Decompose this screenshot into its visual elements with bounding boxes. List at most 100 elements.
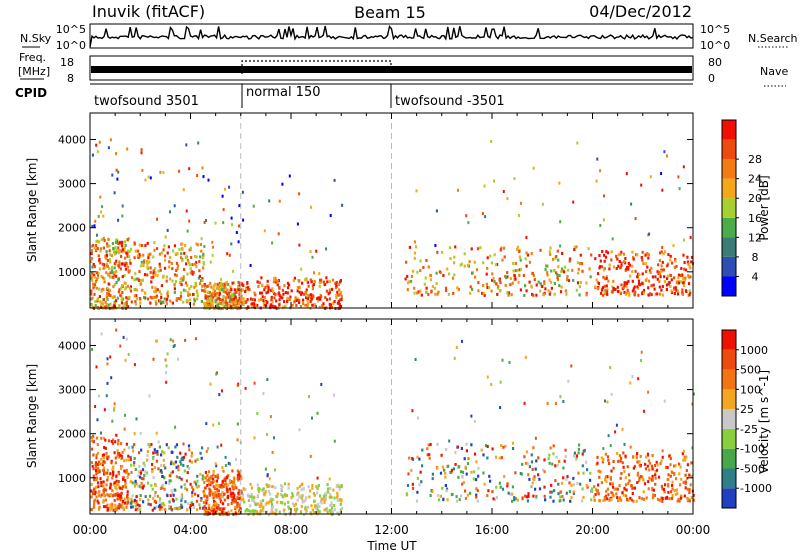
power-point bbox=[533, 278, 536, 282]
velocity-point bbox=[155, 505, 158, 509]
power-point bbox=[646, 265, 649, 269]
velocity-point bbox=[309, 454, 312, 458]
velocity-point bbox=[668, 497, 671, 501]
velocity-point bbox=[122, 476, 125, 480]
velocity-point bbox=[138, 484, 141, 488]
velocity-point bbox=[174, 445, 177, 449]
velocity-point bbox=[476, 489, 479, 493]
velocity-point bbox=[638, 496, 641, 500]
power-point bbox=[173, 283, 176, 287]
power-point bbox=[511, 281, 514, 285]
power-point bbox=[675, 281, 678, 285]
power-point bbox=[220, 282, 223, 286]
velocity-point bbox=[521, 496, 524, 500]
velocity-point bbox=[217, 506, 220, 510]
power-point bbox=[318, 284, 321, 288]
velocity-point bbox=[477, 466, 480, 470]
power-point bbox=[563, 270, 566, 274]
power-point bbox=[109, 294, 112, 298]
power-point bbox=[661, 188, 664, 192]
power-point bbox=[188, 287, 191, 291]
power-point bbox=[125, 300, 128, 304]
velocity-point bbox=[622, 465, 625, 469]
power-point bbox=[121, 275, 124, 279]
power-point bbox=[92, 282, 95, 286]
power-ytick-label: 3000 bbox=[58, 178, 86, 191]
power-point bbox=[190, 270, 194, 274]
velocity-point bbox=[416, 455, 419, 459]
power-point bbox=[300, 292, 303, 296]
velocity-point bbox=[93, 487, 96, 491]
power-scatter bbox=[90, 113, 694, 311]
power-point bbox=[238, 299, 242, 303]
power-point bbox=[98, 258, 101, 261]
velocity-point bbox=[215, 483, 218, 487]
velocity-point bbox=[106, 455, 109, 459]
power-point bbox=[311, 255, 314, 259]
power-point bbox=[115, 238, 118, 242]
power-point bbox=[91, 272, 94, 276]
power-point bbox=[304, 290, 307, 294]
velocity-point bbox=[110, 461, 113, 465]
power-point bbox=[519, 288, 522, 292]
velocity-point bbox=[544, 498, 547, 502]
velocity-region-4 bbox=[405, 339, 594, 503]
velocity-point bbox=[444, 471, 447, 475]
velocity-point bbox=[213, 499, 216, 503]
velocity-point bbox=[218, 496, 221, 500]
power-point bbox=[555, 271, 558, 275]
velocity-point bbox=[590, 498, 593, 502]
velocity-point bbox=[543, 458, 546, 462]
power-point bbox=[502, 190, 505, 193]
power-point bbox=[188, 261, 191, 265]
velocity-point bbox=[530, 460, 534, 464]
velocity-point bbox=[548, 461, 551, 465]
velocity-point bbox=[608, 498, 611, 502]
power-point bbox=[261, 295, 264, 299]
power-point bbox=[118, 260, 121, 264]
power-point bbox=[683, 284, 686, 288]
power-point bbox=[642, 291, 646, 295]
power-point bbox=[616, 257, 619, 261]
velocity-point bbox=[593, 498, 596, 502]
velocity-point bbox=[280, 487, 283, 491]
power-point bbox=[96, 298, 99, 302]
power-point bbox=[221, 298, 224, 302]
velocity-point bbox=[115, 479, 118, 483]
velocity-point bbox=[533, 478, 536, 481]
power-point bbox=[608, 263, 611, 267]
power-point bbox=[308, 295, 312, 299]
velocity-point bbox=[537, 473, 540, 477]
power-point bbox=[405, 260, 408, 264]
velocity-point bbox=[673, 489, 676, 493]
power-point bbox=[137, 255, 140, 259]
power-point bbox=[112, 247, 115, 250]
velocity-point bbox=[227, 510, 230, 514]
power-point bbox=[120, 244, 124, 248]
power-point bbox=[506, 271, 509, 275]
velocity-point bbox=[236, 438, 239, 442]
velocity-point bbox=[233, 493, 236, 497]
power-point bbox=[121, 204, 124, 208]
velocity-point bbox=[606, 475, 609, 479]
velocity-point bbox=[575, 454, 579, 458]
power-point bbox=[286, 281, 290, 285]
velocity-point bbox=[225, 485, 228, 489]
velocity-point bbox=[94, 405, 97, 408]
velocity-point bbox=[249, 482, 252, 486]
power-point bbox=[626, 288, 629, 292]
power-point bbox=[203, 221, 206, 224]
power-point bbox=[161, 275, 165, 279]
power-point bbox=[546, 271, 549, 275]
power-point bbox=[295, 303, 298, 307]
velocity-point bbox=[97, 460, 101, 464]
power-point bbox=[666, 277, 669, 280]
power-colorbar-tick-label: 20 bbox=[748, 192, 762, 205]
velocity-point bbox=[182, 442, 185, 446]
power-point bbox=[605, 275, 608, 278]
power-point bbox=[122, 262, 125, 266]
velocity-point bbox=[596, 491, 599, 495]
velocity-point bbox=[146, 454, 149, 457]
power-point bbox=[631, 250, 634, 254]
power-point bbox=[172, 249, 175, 253]
